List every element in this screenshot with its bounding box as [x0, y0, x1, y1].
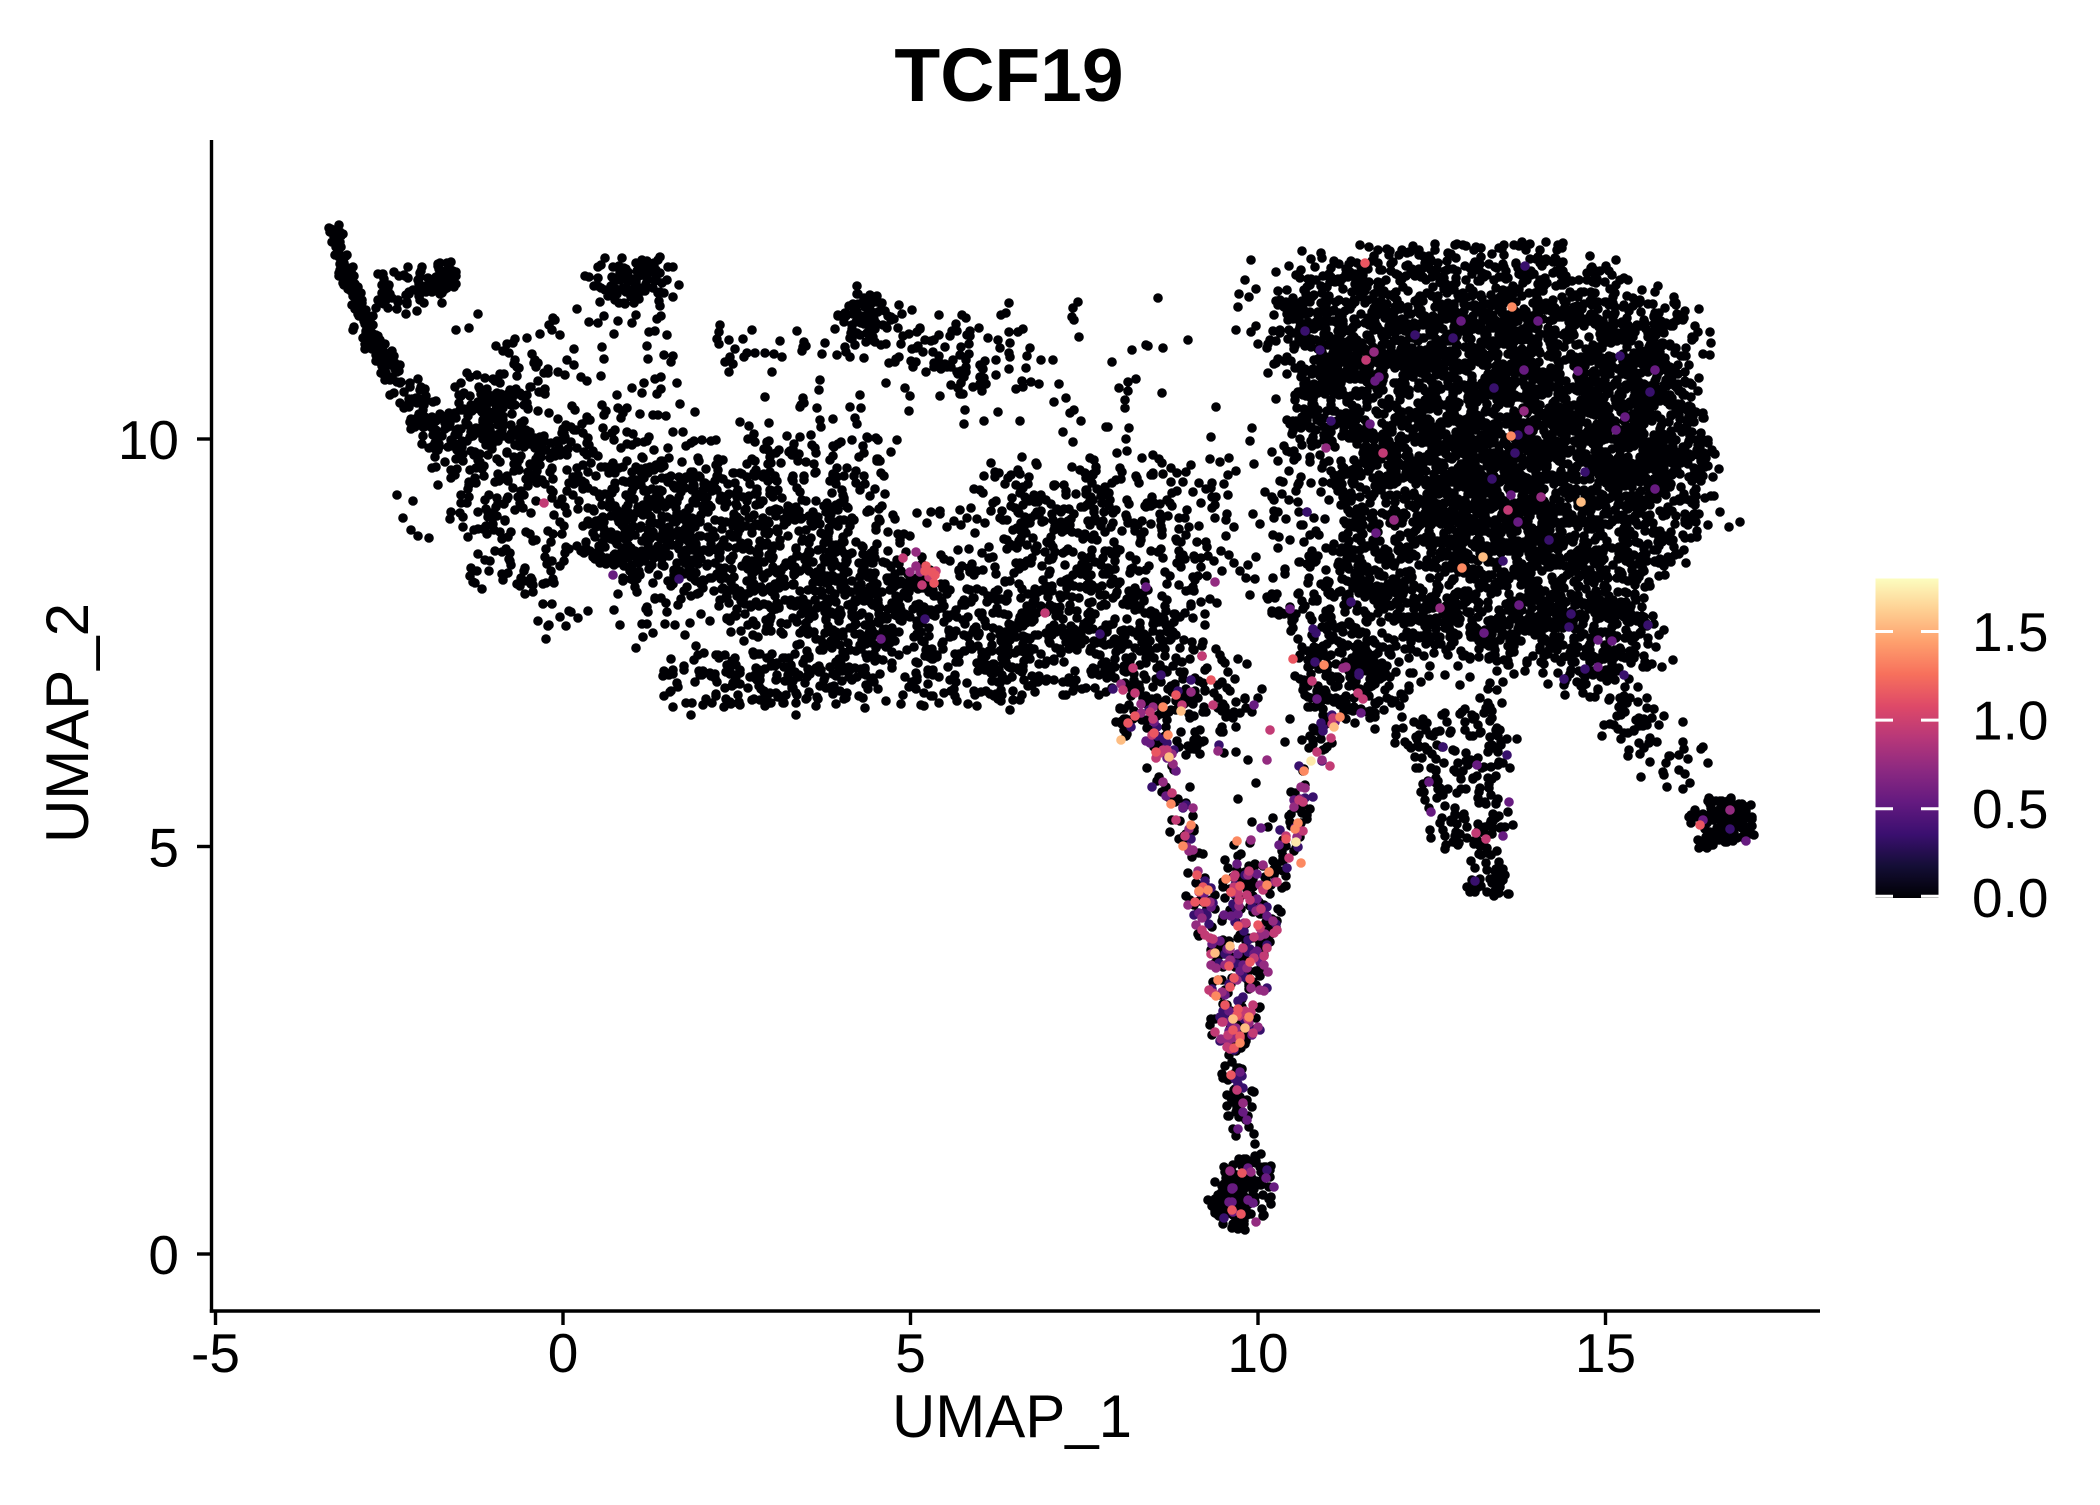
svg-text:-5: -5 [191, 1322, 240, 1384]
svg-text:0: 0 [148, 1224, 179, 1286]
svg-text:0.5: 0.5 [1972, 778, 2048, 840]
svg-text:1.5: 1.5 [1972, 601, 2048, 663]
svg-text:10: 10 [1227, 1322, 1288, 1384]
svg-text:5: 5 [895, 1322, 926, 1384]
svg-text:15: 15 [1575, 1322, 1636, 1384]
svg-text:UMAP_1: UMAP_1 [892, 1383, 1132, 1450]
svg-text:UMAP_2: UMAP_2 [34, 603, 101, 843]
svg-text:0: 0 [548, 1322, 579, 1384]
svg-text:0.0: 0.0 [1972, 867, 2048, 929]
svg-text:TCF19: TCF19 [894, 33, 1123, 117]
svg-text:5: 5 [148, 817, 179, 879]
svg-text:1.0: 1.0 [1972, 690, 2048, 752]
svg-text:10: 10 [118, 409, 179, 471]
